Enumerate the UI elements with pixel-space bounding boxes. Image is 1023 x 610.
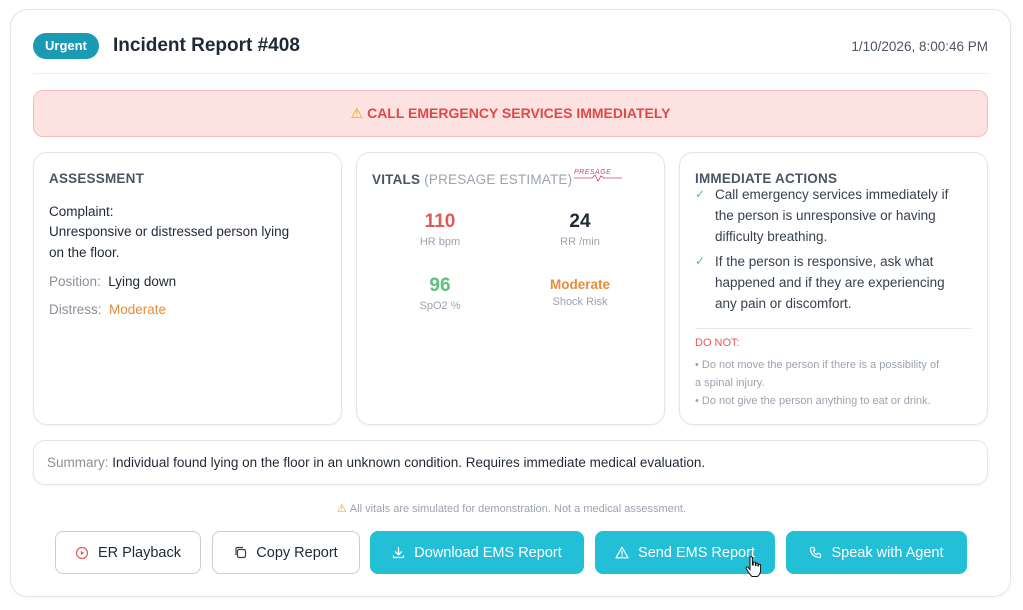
summary-label: Summary: xyxy=(47,455,109,470)
warning-triangle-icon xyxy=(615,546,629,559)
actions-title: IMMEDIATE ACTIONS xyxy=(695,171,838,186)
speak-agent-label: Speak with Agent xyxy=(831,544,944,561)
do-not-item-2: • Do not give the person anything to eat… xyxy=(695,395,931,407)
position-value: Lying down xyxy=(108,274,177,289)
speak-with-agent-button[interactable]: Speak with Agent xyxy=(786,531,967,574)
distress-row: Distress: Moderate xyxy=(49,299,166,320)
copy-report-label: Copy Report xyxy=(256,544,338,561)
emergency-alert-banner: ⚠ CALL EMERGENCY SERVICES IMMEDIATELY xyxy=(33,90,988,137)
spo2-value: 96 xyxy=(429,275,451,296)
copy-report-button[interactable]: Copy Report xyxy=(212,531,360,574)
action-item-2-line-3: any pain or discomfort. xyxy=(715,296,852,311)
spo2-vital: 96 SpO2 % xyxy=(365,274,515,312)
presage-logo-icon: PRESAGE xyxy=(574,169,622,182)
send-ems-report-button[interactable]: Send EMS Report xyxy=(595,531,775,574)
urgency-badge: Urgent xyxy=(33,33,99,59)
report-title: Incident Report #408 xyxy=(113,35,300,56)
phone-icon xyxy=(809,546,822,559)
download-ems-report-button[interactable]: Download EMS Report xyxy=(370,531,584,574)
disclaimer-text: All vitals are simulated for demonstrati… xyxy=(349,503,687,515)
complaint-label: Complaint: xyxy=(49,204,114,219)
action-item-1-line-1: Call emergency services immediately if xyxy=(715,187,949,202)
action-item-2-line-1: If the person is responsive, ask what xyxy=(715,254,934,269)
warning-icon: ⚠ xyxy=(336,503,347,515)
er-playback-button[interactable]: ER Playback xyxy=(55,531,201,574)
rr-vital: 24 RR /min xyxy=(505,210,655,248)
do-not-title: DO NOT: xyxy=(695,337,740,349)
rr-value: 24 xyxy=(569,211,591,232)
vitals-subtitle: (PRESAGE ESTIMATE) xyxy=(424,172,573,187)
assessment-title: ASSESSMENT xyxy=(49,171,145,186)
incident-report-card: Urgent Incident Report #408 1/10/2026, 8… xyxy=(10,9,1011,597)
hr-value: 110 xyxy=(424,211,456,232)
presage-logo-text: PRESAGE xyxy=(574,169,611,176)
do-not-item-1-line-2: a spinal injury. xyxy=(695,377,765,389)
do-not-list: • Do not move the person if there is a p… xyxy=(695,356,975,410)
er-playback-label: ER Playback xyxy=(97,544,181,561)
complaint-value-line2: on the floor. xyxy=(49,245,120,260)
position-label: Position: xyxy=(49,274,101,289)
vitals-panel: VITALS (PRESAGE ESTIMATE) PRESAGE 110 HR … xyxy=(356,152,665,425)
actions-divider xyxy=(695,328,971,329)
distress-label: Distress: xyxy=(49,302,102,317)
disclaimer: ⚠ All vitals are simulated for demonstrat… xyxy=(11,502,1012,515)
header-divider xyxy=(33,73,988,74)
shock-risk-vital: Moderate Shock Risk xyxy=(505,276,655,308)
distress-value: Moderate xyxy=(109,302,167,317)
assessment-panel: ASSESSMENT Complaint: Unresponsive or di… xyxy=(33,152,342,425)
spo2-label: SpO2 % xyxy=(419,300,461,312)
shock-risk-value: Moderate xyxy=(549,277,610,292)
report-timestamp: 1/10/2026, 8:00:46 PM xyxy=(851,39,988,54)
action-item: ✓ If the person is responsive, ask what … xyxy=(695,251,975,314)
download-icon xyxy=(392,546,405,559)
check-icon: ✓ xyxy=(695,187,706,201)
vitals-title-text: VITALS xyxy=(372,172,421,187)
vitals-title: VITALS (PRESAGE ESTIMATE) xyxy=(372,172,572,187)
position-row: Position: Lying down xyxy=(49,271,176,292)
hr-vital: 110 HR bpm xyxy=(365,210,515,248)
actions-list: ✓ Call emergency services immediately if… xyxy=(695,187,975,318)
play-circle-icon xyxy=(75,546,89,560)
do-not-item-1-line-1: • Do not move the person if there is a p… xyxy=(695,359,940,371)
action-item-1-line-2: the person is unresponsive or having xyxy=(715,208,936,223)
send-ems-label: Send EMS Report xyxy=(638,544,755,561)
summary-box: Summary: Individual found lying on the f… xyxy=(33,440,988,485)
download-ems-label: Download EMS Report xyxy=(414,544,562,561)
shock-risk-label: Shock Risk xyxy=(552,296,608,308)
warning-icon: ⚠ xyxy=(350,105,364,121)
hr-label: HR bpm xyxy=(419,236,461,248)
hand-pointer-cursor-icon xyxy=(745,556,762,577)
complaint-value-line1: Unresponsive or distressed person lying xyxy=(49,224,290,239)
action-item: ✓ Call emergency services immediately if… xyxy=(695,184,975,247)
summary-text: Individual found lying on the floor in a… xyxy=(112,455,706,470)
report-header: Urgent Incident Report #408 1/10/2026, 8… xyxy=(33,32,988,60)
action-item-1-line-3: difficulty breathing. xyxy=(715,229,828,244)
action-item-2-line-2: happened and if they are experiencing xyxy=(715,275,945,290)
copy-icon xyxy=(234,546,247,559)
immediate-actions-panel: IMMEDIATE ACTIONS ✓ Call emergency servi… xyxy=(679,152,988,425)
check-icon: ✓ xyxy=(695,254,706,268)
alert-text: CALL EMERGENCY SERVICES IMMEDIATELY xyxy=(367,105,671,121)
rr-label: RR /min xyxy=(560,236,600,248)
